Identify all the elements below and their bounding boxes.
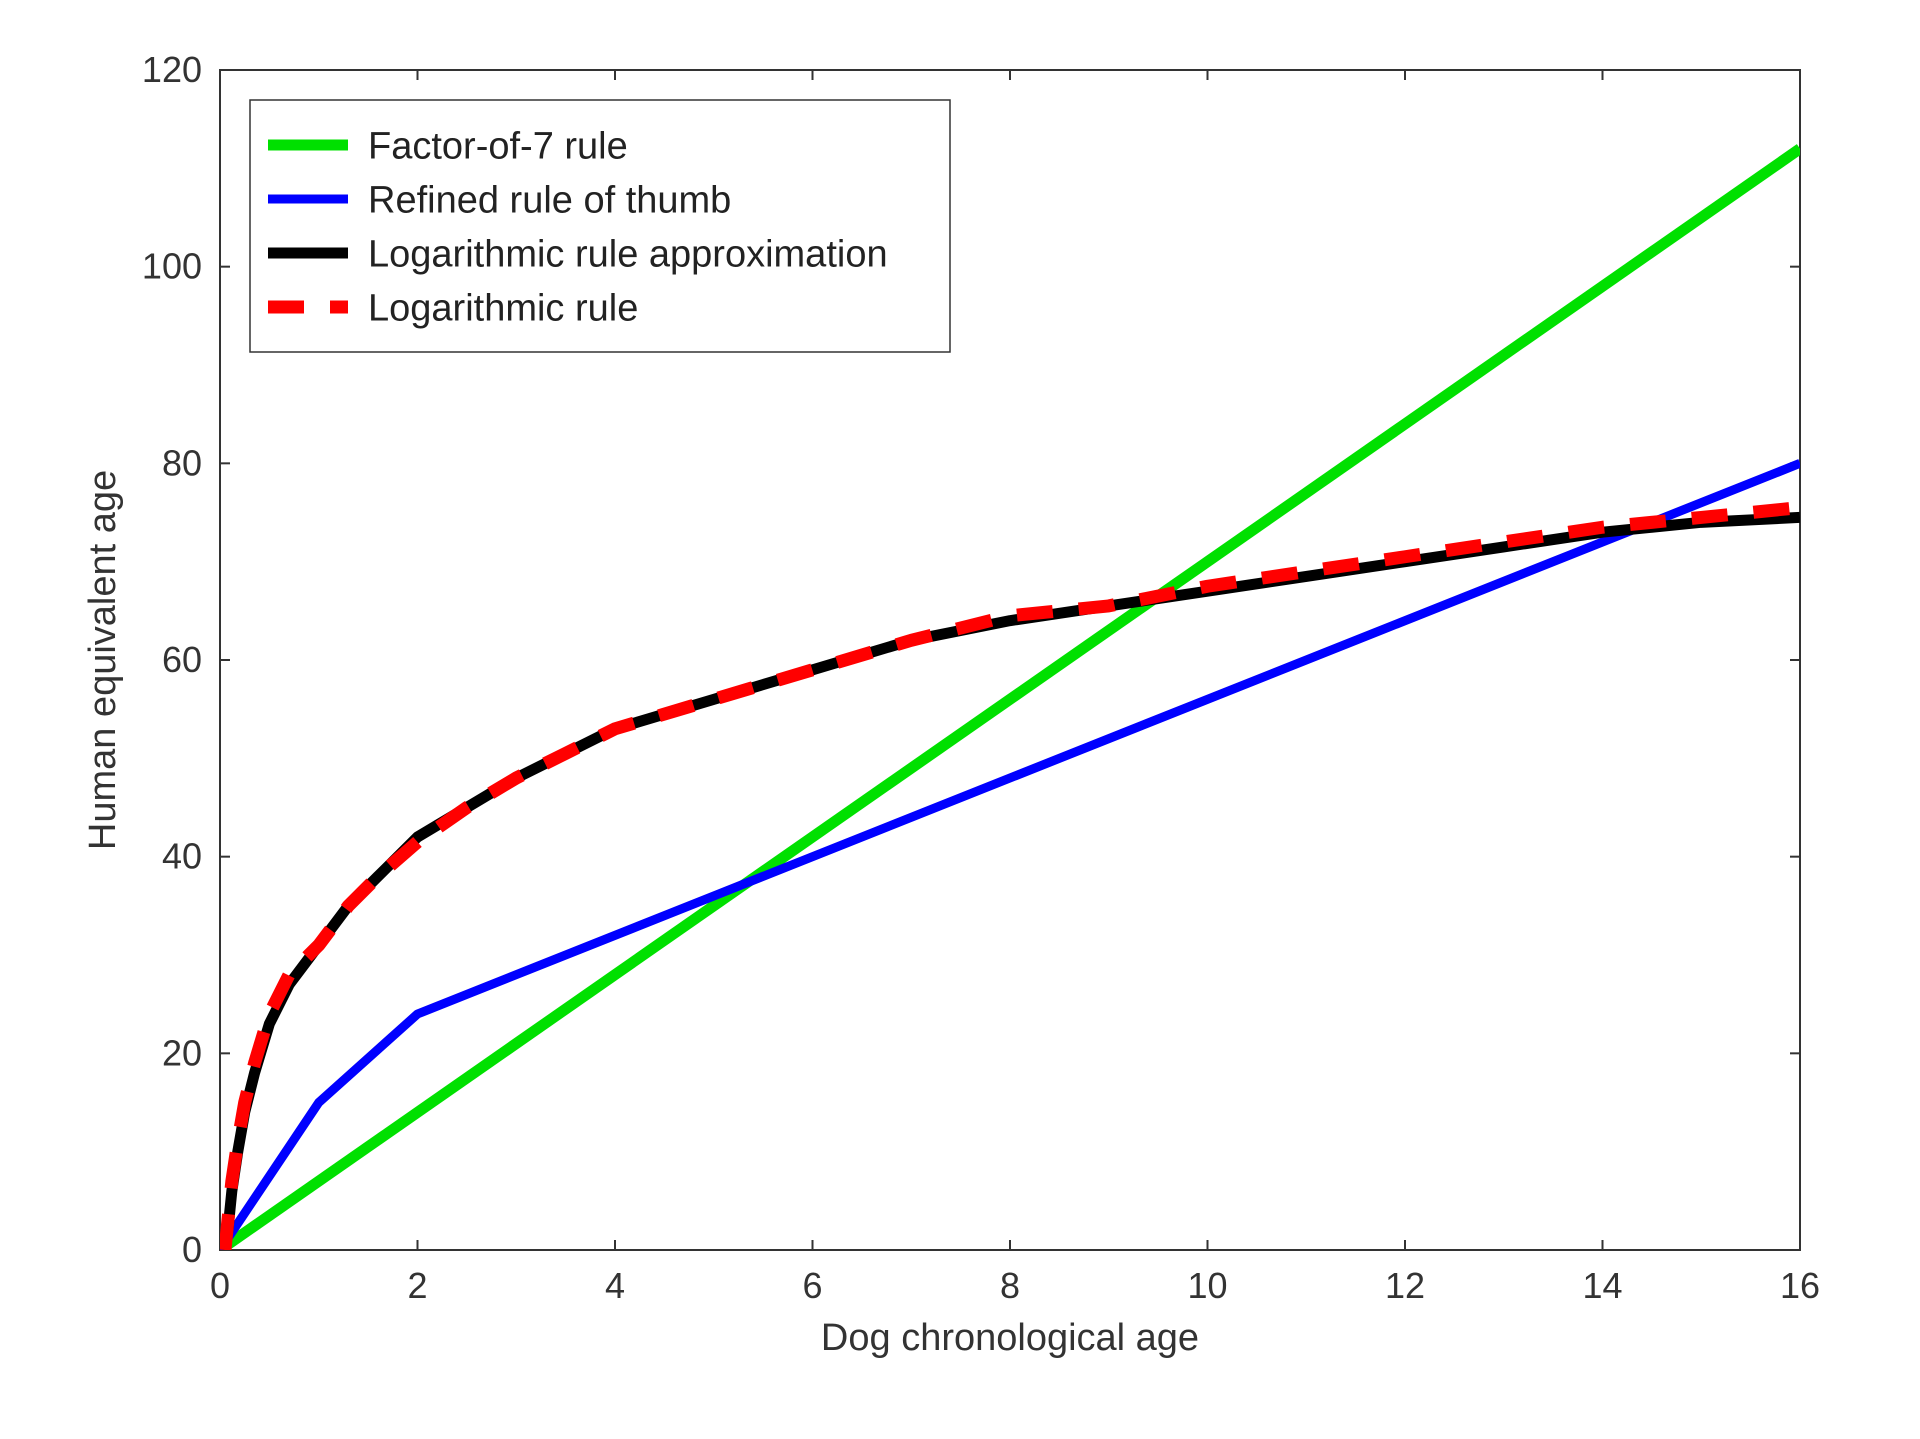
line-chart: 0 2 4 6 8 10 12 14 16 0 20 40 60 80 100 120 Dog chronolo… — [0, 0, 1920, 1439]
y-tick-label: 40 — [162, 836, 202, 877]
x-tick-label: 10 — [1187, 1265, 1227, 1306]
y-tick-label: 20 — [162, 1032, 202, 1073]
x-tick-label: 4 — [605, 1265, 625, 1306]
legend-label-refined: Refined rule of thumb — [368, 179, 731, 221]
y-tick-label: 100 — [142, 246, 202, 287]
chart-container: 0 2 4 6 8 10 12 14 16 0 20 40 60 80 100 120 Dog chronolo… — [0, 0, 1920, 1439]
y-tick-label: 120 — [142, 49, 202, 90]
x-tick-label: 8 — [1000, 1265, 1020, 1306]
x-tick-label: 16 — [1780, 1265, 1820, 1306]
x-tick-label: 6 — [802, 1265, 822, 1306]
x-tick-label: 14 — [1582, 1265, 1622, 1306]
y-tick-label: 60 — [162, 639, 202, 680]
x-tick-label: 12 — [1385, 1265, 1425, 1306]
y-tick-label: 0 — [182, 1229, 202, 1270]
y-axis-label: Human equivalent age — [82, 470, 124, 850]
legend-label-log_approx: Logarithmic rule approximation — [368, 233, 888, 275]
x-axis-label: Dog chronological age — [821, 1317, 1199, 1359]
legend-label-factor7: Factor-of-7 rule — [368, 125, 628, 167]
x-tick-label: 2 — [407, 1265, 427, 1306]
y-tick-label: 80 — [162, 442, 202, 483]
legend-label-log_rule: Logarithmic rule — [368, 287, 638, 329]
x-tick-label: 0 — [210, 1265, 230, 1306]
